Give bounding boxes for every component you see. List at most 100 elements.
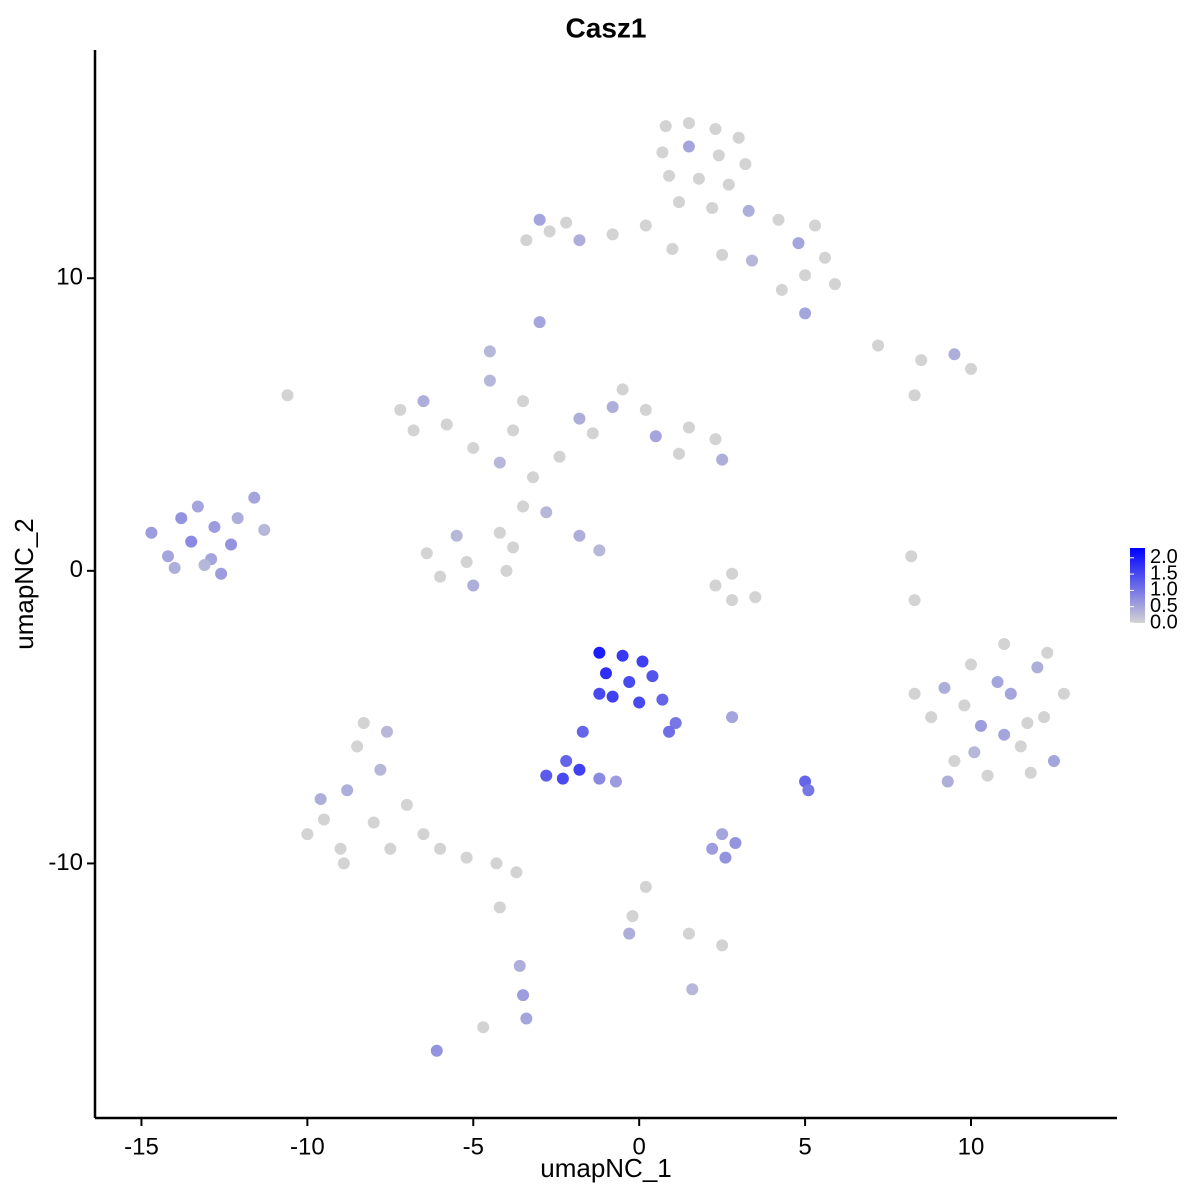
point <box>593 772 606 785</box>
point <box>712 149 725 162</box>
point <box>682 140 695 153</box>
point <box>981 769 994 782</box>
point <box>799 307 812 320</box>
point <box>1038 711 1050 724</box>
point <box>746 254 758 267</box>
point <box>908 389 921 402</box>
point <box>381 725 393 738</box>
point <box>374 763 387 776</box>
point <box>586 427 599 440</box>
point <box>726 711 739 724</box>
point <box>639 880 652 893</box>
point <box>1004 687 1017 700</box>
point <box>716 939 729 952</box>
point <box>1021 716 1034 729</box>
point <box>828 278 841 291</box>
y-tick-label: -10 <box>48 849 83 876</box>
point <box>576 725 589 738</box>
point <box>215 567 228 580</box>
point <box>682 117 695 130</box>
point <box>467 579 480 592</box>
point <box>616 649 629 662</box>
point <box>400 798 413 811</box>
point <box>450 529 463 542</box>
point <box>656 693 669 706</box>
point <box>593 687 606 700</box>
point <box>198 558 211 571</box>
y-axis-label: umapNC_2 <box>9 518 39 650</box>
points <box>145 117 1070 1057</box>
point <box>606 400 619 413</box>
point <box>540 506 553 519</box>
point <box>716 453 729 466</box>
x-tick-label: 0 <box>633 1133 646 1160</box>
point <box>948 755 961 768</box>
point <box>533 316 546 329</box>
point <box>908 594 921 607</box>
point <box>636 655 649 668</box>
point <box>1041 646 1054 659</box>
point <box>673 447 685 460</box>
point <box>357 716 370 729</box>
point <box>938 681 951 694</box>
x-axis-label: umapNC_1 <box>540 1153 672 1183</box>
point <box>493 456 506 469</box>
point <box>682 421 695 434</box>
point <box>742 204 755 217</box>
point <box>792 237 805 250</box>
point <box>351 740 364 753</box>
point <box>533 213 546 226</box>
point <box>722 178 735 191</box>
point <box>162 550 174 563</box>
point <box>958 699 971 712</box>
point <box>477 1021 490 1034</box>
point <box>965 362 977 375</box>
point <box>573 763 586 776</box>
point <box>819 251 831 264</box>
point <box>467 441 480 454</box>
chart-title: Casz1 <box>566 12 647 43</box>
point <box>314 793 327 806</box>
point <box>281 389 294 402</box>
point <box>600 667 612 680</box>
point <box>208 520 221 533</box>
point <box>560 755 573 768</box>
point <box>709 433 722 446</box>
point <box>417 395 430 408</box>
point <box>692 172 705 185</box>
point <box>510 866 523 879</box>
x-tick-label: -10 <box>290 1133 325 1160</box>
point <box>493 526 506 539</box>
point <box>517 989 530 1002</box>
point <box>543 225 556 238</box>
point <box>520 234 533 247</box>
point <box>231 512 244 525</box>
point <box>517 395 530 408</box>
point <box>682 927 695 940</box>
point <box>606 690 619 703</box>
point <box>968 746 981 759</box>
point <box>556 772 569 785</box>
point <box>716 828 729 841</box>
point <box>225 538 238 551</box>
point <box>1024 766 1037 779</box>
point <box>573 529 586 542</box>
point <box>639 403 652 416</box>
colorbar <box>1130 548 1145 623</box>
point <box>507 424 520 437</box>
point <box>941 775 954 788</box>
point <box>649 430 662 443</box>
point <box>998 637 1011 650</box>
point <box>669 716 682 729</box>
point <box>500 564 513 577</box>
point <box>513 959 526 972</box>
point <box>460 556 473 569</box>
point <box>965 658 977 671</box>
point <box>686 983 699 996</box>
point <box>430 1044 443 1057</box>
point <box>719 851 732 864</box>
y-tick-label: 0 <box>70 556 83 583</box>
point <box>749 591 762 604</box>
point <box>925 711 938 724</box>
